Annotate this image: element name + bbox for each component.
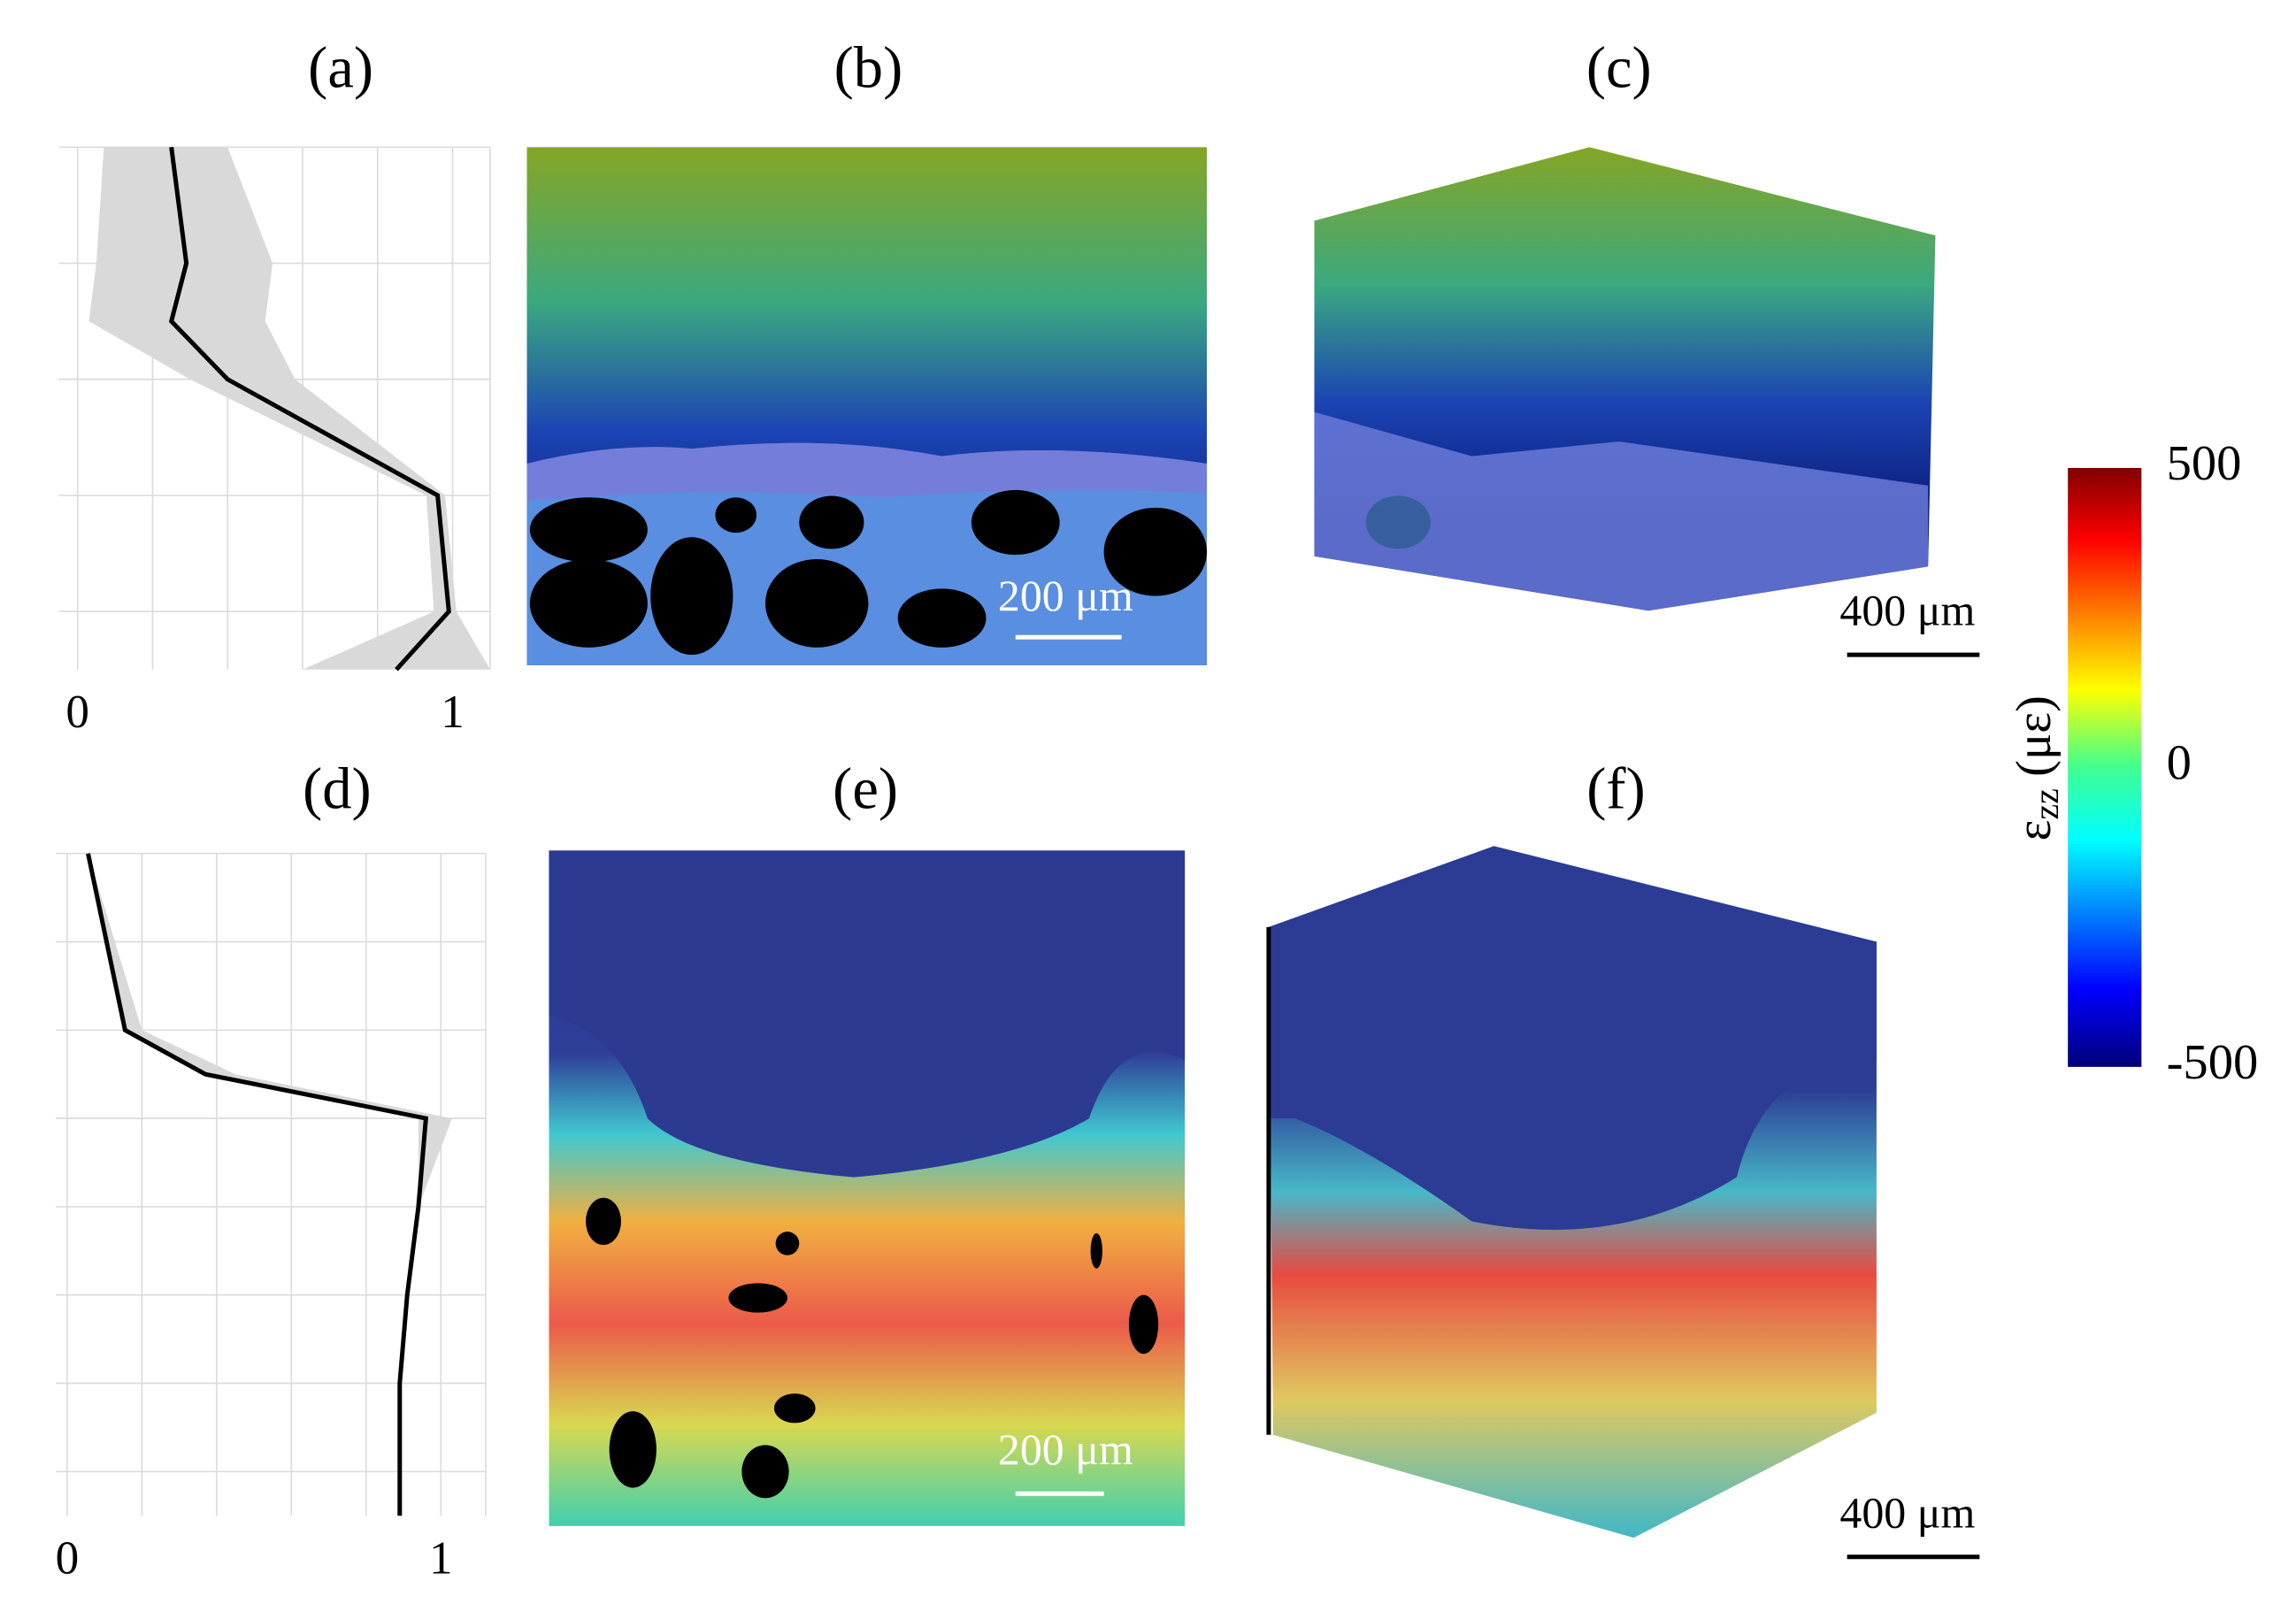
panel-label: (d) <box>303 756 372 821</box>
colorbar-tick-label: 0 <box>2167 735 2192 790</box>
panel-label: (a) <box>308 35 373 100</box>
band <box>88 147 490 670</box>
band <box>88 853 452 1516</box>
image-f <box>1266 846 1980 1560</box>
line <box>168 147 451 672</box>
scale-bar-label: 200 μm <box>998 1425 1133 1474</box>
unit: (με) <box>2007 695 2062 777</box>
x-tick-label: 1 <box>441 686 465 738</box>
scale-bar-label: 400 μm <box>1839 1488 1975 1537</box>
symbol: ε <box>2007 820 2062 841</box>
line <box>86 853 429 1516</box>
x-tick-label: 1 <box>429 1532 453 1585</box>
scale-bar-label: 400 μm <box>1839 587 1975 635</box>
scale-bar-label: 200 μm <box>998 572 1133 620</box>
panel-label: (e) <box>833 756 898 821</box>
panel-label: (c) <box>1586 35 1652 100</box>
image-b <box>526 147 1208 665</box>
colorbar <box>2068 467 2142 1067</box>
panel-label: (f) <box>1586 756 1645 821</box>
x-tick-label: 0 <box>56 1532 80 1585</box>
colorbar-tick-label: -500 <box>2167 1035 2259 1090</box>
x-tick-label: 0 <box>65 686 89 738</box>
panel-label: (b) <box>834 35 903 100</box>
colorbar-tick-label: 500 <box>2167 436 2242 491</box>
colorbar-label: εzz (με) <box>2007 695 2066 840</box>
image-c <box>1314 147 1980 657</box>
image-e <box>549 850 1186 1526</box>
subscript: zz <box>2026 788 2066 819</box>
